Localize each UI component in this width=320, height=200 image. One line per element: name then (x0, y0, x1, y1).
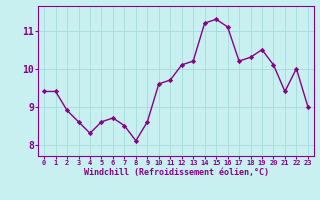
X-axis label: Windchill (Refroidissement éolien,°C): Windchill (Refroidissement éolien,°C) (84, 168, 268, 177)
